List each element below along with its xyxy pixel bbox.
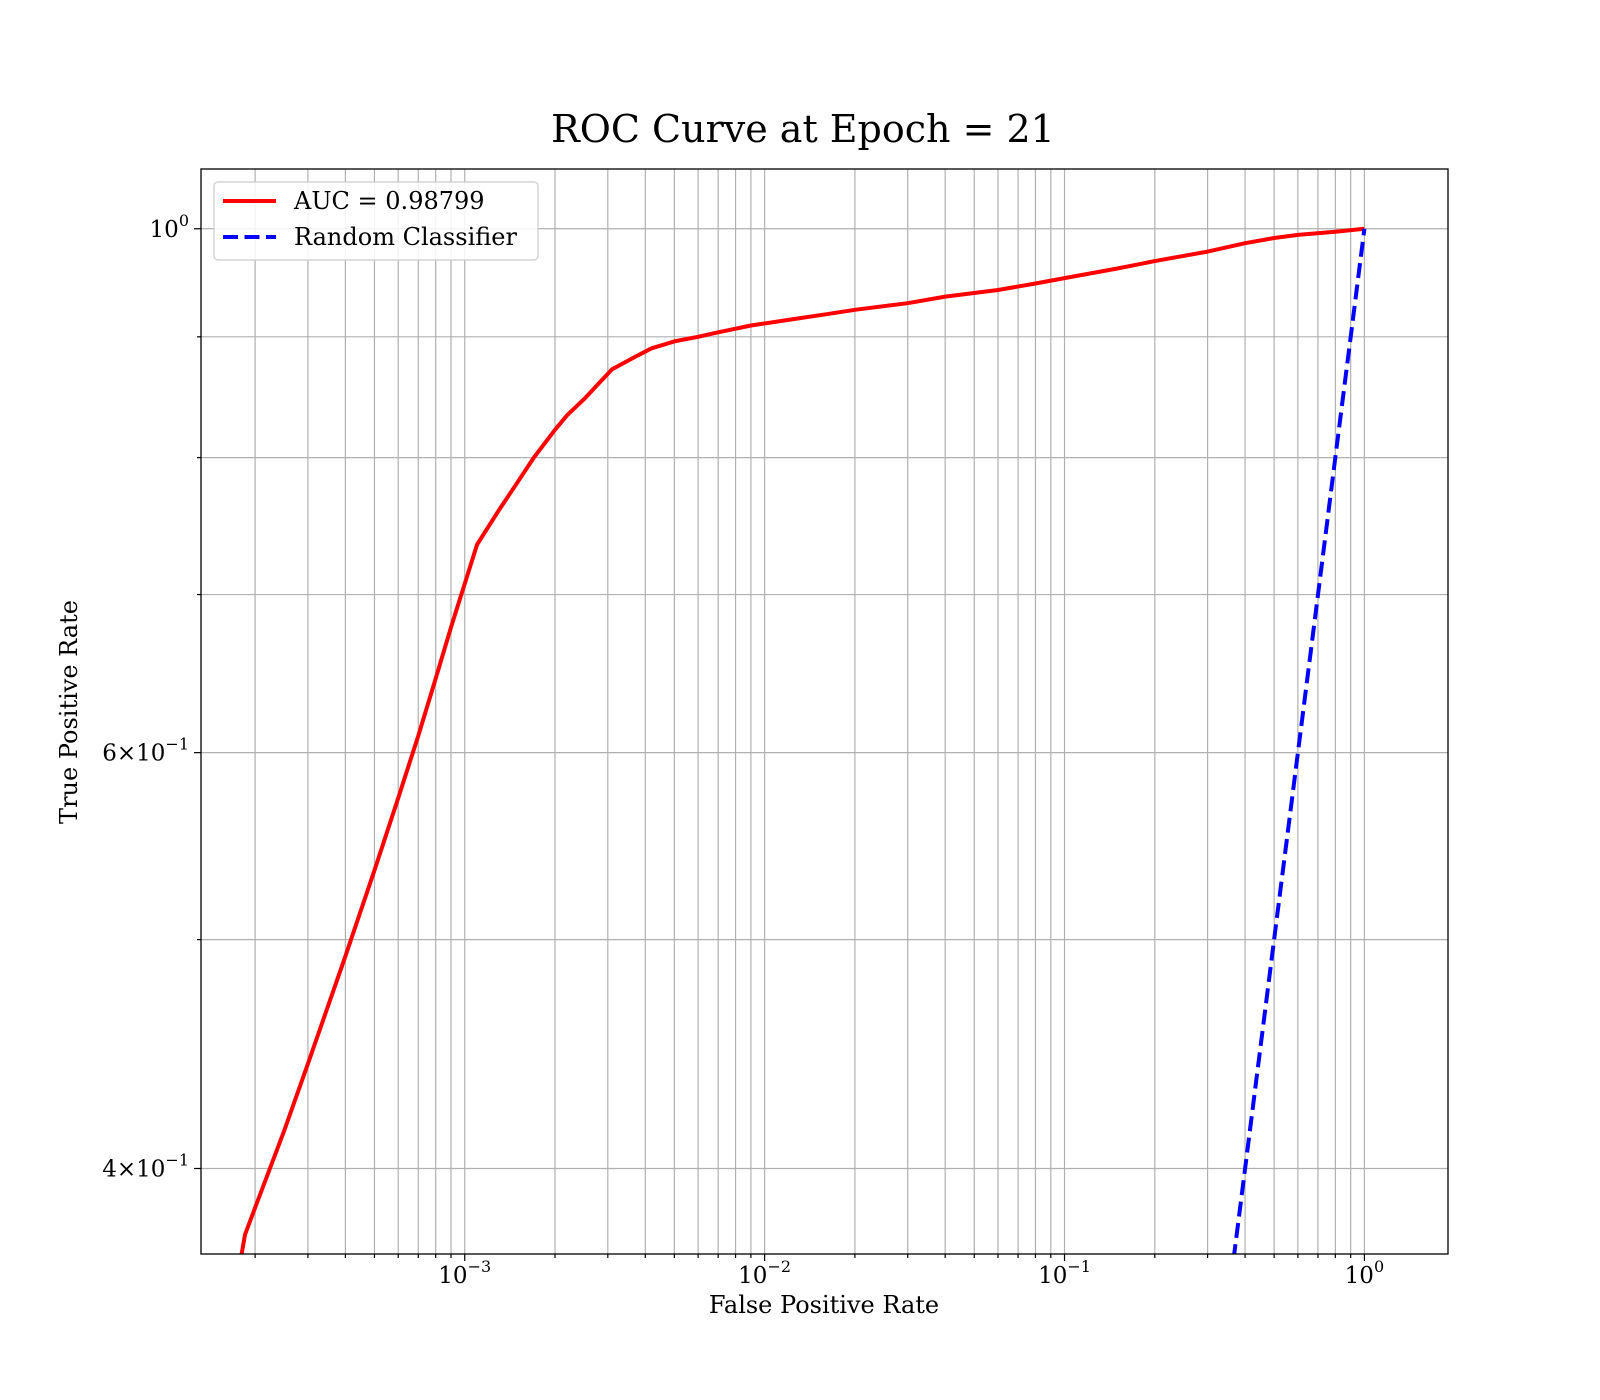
plot-frame (200, 168, 1449, 1255)
y-tick-label: 4×10−1 (102, 1150, 189, 1182)
x-axis-label: False Positive Rate (709, 1291, 939, 1319)
plot-background (201, 169, 1448, 1254)
legend: AUC = 0.98799 Random Classifier (213, 181, 539, 261)
y-tick-label: 100 (150, 211, 189, 243)
x-tick-label: 10−2 (738, 1257, 791, 1289)
legend-box (213, 181, 539, 261)
random-classifier-line (1232, 228, 1367, 1254)
y-tick-labels: 100 6×10−1 4×10−1 (102, 211, 189, 1183)
x-tick-label: 10−3 (438, 1257, 491, 1289)
y-axis-label: True Positive Rate (55, 600, 83, 824)
x-tick-label: 100 (1345, 1257, 1384, 1289)
y-gridlines (201, 228, 1448, 1170)
roc-curve-line (239, 226, 1365, 1254)
y-tick-label: 6×10−1 (102, 735, 189, 767)
x-tick-labels: 10−3 10−2 10−1 100 (438, 1257, 1384, 1289)
legend-label-random: Random Classifier (294, 223, 517, 251)
x-tick-label: 10−1 (1038, 1257, 1091, 1289)
chart-title: ROC Curve at Epoch = 21 (551, 107, 1055, 151)
x-tick-marks (254, 1254, 1366, 1261)
legend-label-roc: AUC = 0.98799 (293, 187, 485, 215)
y-tick-marks (194, 228, 201, 1170)
